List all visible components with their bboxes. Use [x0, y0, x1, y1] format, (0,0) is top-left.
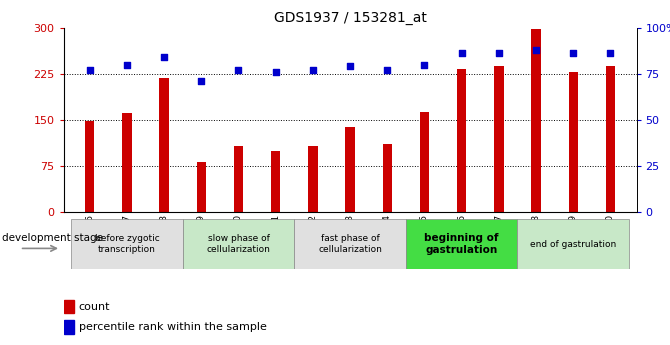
Point — [456, 51, 467, 56]
Bar — [85, 121, 94, 212]
Point — [605, 51, 616, 56]
Point — [196, 78, 206, 84]
Bar — [294, 219, 406, 269]
Point — [568, 51, 579, 56]
Bar — [531, 29, 541, 212]
Point — [233, 67, 244, 73]
Bar — [457, 69, 466, 212]
Text: slow phase of
cellularization: slow phase of cellularization — [206, 234, 271, 254]
Bar — [406, 219, 517, 269]
Point — [382, 67, 393, 73]
Text: count: count — [78, 302, 110, 312]
Text: before zygotic
transcription: before zygotic transcription — [94, 234, 159, 254]
Text: beginning of
gastrulation: beginning of gastrulation — [424, 233, 499, 255]
Point — [308, 67, 318, 73]
Bar — [196, 162, 206, 212]
Point — [159, 55, 170, 60]
Bar — [234, 146, 243, 212]
Text: percentile rank within the sample: percentile rank within the sample — [78, 322, 267, 332]
Bar — [159, 78, 169, 212]
Bar — [308, 146, 318, 212]
Text: end of gastrulation: end of gastrulation — [530, 239, 616, 249]
Point — [345, 63, 356, 69]
Bar — [517, 219, 629, 269]
Point — [270, 69, 281, 75]
Bar — [64, 300, 74, 313]
Text: fast phase of
cellularization: fast phase of cellularization — [318, 234, 382, 254]
Point — [494, 51, 505, 56]
Text: development stage: development stage — [2, 233, 103, 243]
Point — [531, 47, 541, 52]
Bar — [271, 151, 280, 212]
Bar — [606, 66, 615, 212]
Bar — [383, 145, 392, 212]
Bar — [64, 320, 74, 334]
Bar — [346, 127, 354, 212]
Bar — [122, 112, 131, 212]
Point — [84, 67, 95, 73]
Point — [419, 62, 430, 67]
Title: GDS1937 / 153281_at: GDS1937 / 153281_at — [273, 11, 427, 25]
Bar — [569, 72, 578, 212]
Bar — [71, 219, 183, 269]
Bar — [494, 66, 504, 212]
Bar — [420, 112, 429, 212]
Bar — [183, 219, 294, 269]
Point — [121, 62, 132, 67]
